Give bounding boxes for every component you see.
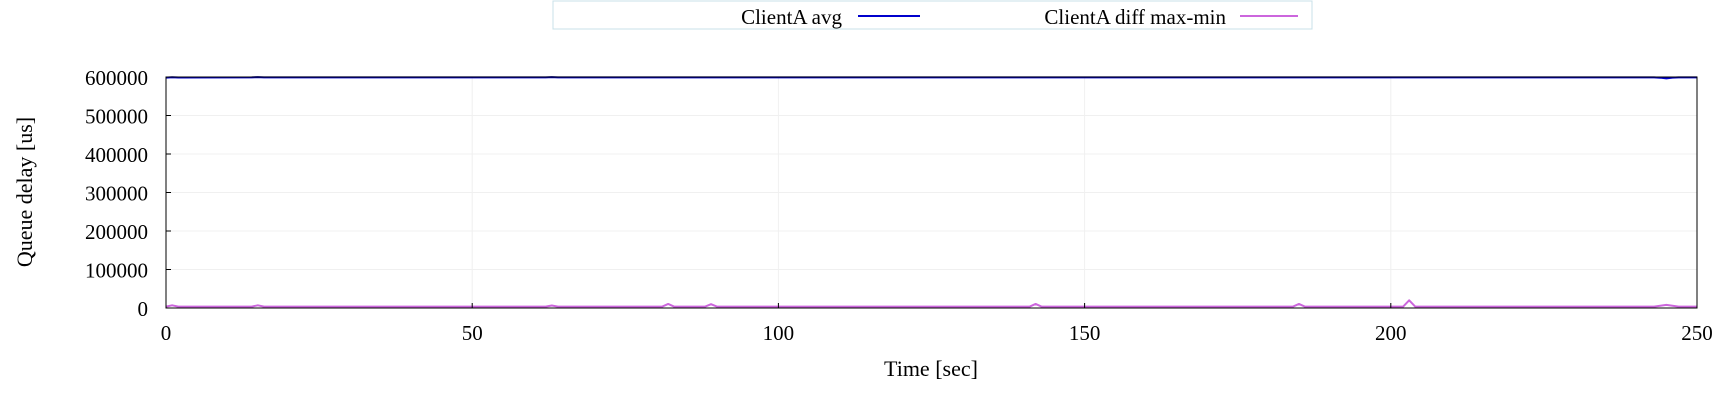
y-tick-label: 600000 <box>85 66 148 90</box>
x-tick-label: 0 <box>161 321 172 345</box>
x-axis-ticks: 0 50 100 150 200 250 <box>161 303 1713 345</box>
x-tick-label: 50 <box>462 321 483 345</box>
y-tick-label: 200000 <box>85 220 148 244</box>
x-tick-label: 250 <box>1681 321 1713 345</box>
series-line-2 <box>165 299 1697 308</box>
legend-label-series-2: ClientA diff max-min <box>1044 5 1226 29</box>
y-tick-label: 400000 <box>85 143 148 167</box>
legend-label-series-1: ClientA avg <box>741 5 842 29</box>
legend-box <box>552 0 1313 30</box>
y-axis-title: Queue delay [us] <box>12 117 37 267</box>
y-tick-label: 300000 <box>85 182 148 206</box>
y-tick-label: 0 <box>138 297 149 321</box>
x-tick-label: 150 <box>1069 321 1101 345</box>
y-tick-label: 500000 <box>85 105 148 129</box>
x-tick-label: 200 <box>1375 321 1407 345</box>
x-axis-title: Time [sec] <box>884 356 978 381</box>
x-tick-label: 100 <box>763 321 795 345</box>
grid-lines <box>165 76 1698 309</box>
series-layer <box>165 76 1697 308</box>
legend: ClientA avg ClientA diff max-min <box>552 0 1313 30</box>
y-axis-ticks: 0 100000 200000 300000 400000 500000 600000 <box>85 66 171 321</box>
y-tick-label: 100000 <box>85 259 148 283</box>
